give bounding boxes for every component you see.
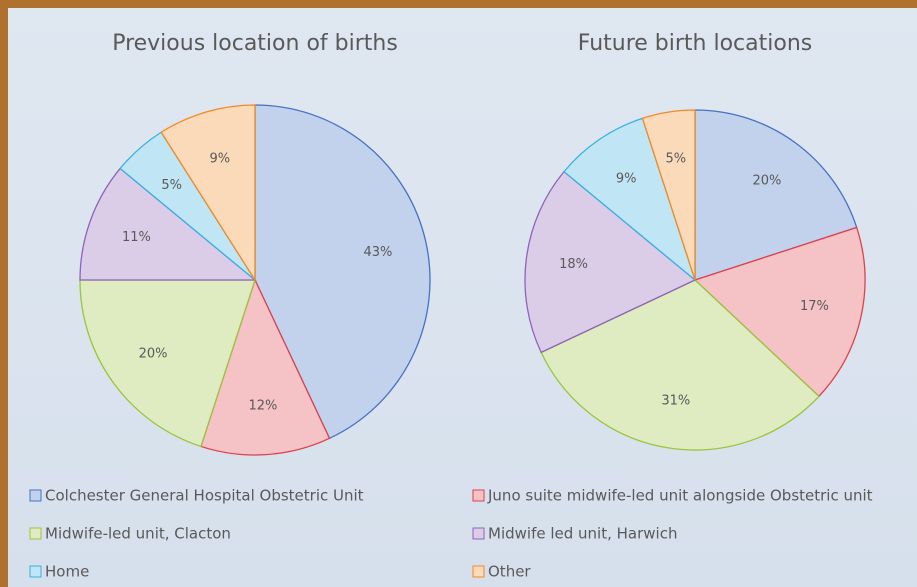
pie-slice [524, 170, 697, 354]
legend-marker [472, 527, 485, 540]
pie-slice [254, 104, 431, 440]
data-label: 9% [616, 171, 637, 186]
data-label: 43% [364, 245, 393, 260]
legend-label: Midwife led unit, Harwich [488, 525, 677, 543]
chart-title: Previous location of births [112, 31, 398, 56]
legend-label: Home [45, 563, 89, 581]
pie-slice [563, 117, 697, 282]
pie-slice [79, 167, 257, 281]
data-label: 18% [559, 257, 588, 272]
pie-slice [160, 104, 256, 283]
data-label: 20% [139, 347, 168, 362]
pie-slice [641, 109, 696, 281]
data-label: 11% [122, 230, 151, 245]
data-label: 31% [661, 393, 690, 408]
data-label: 5% [161, 178, 182, 193]
pie-slice [200, 278, 331, 456]
legend-label: Midwife-led unit, Clacton [45, 525, 231, 543]
legend-label: Colchester General Hospital Obstetric Un… [45, 487, 364, 505]
data-label: 12% [248, 398, 277, 413]
data-label: 17% [800, 299, 829, 314]
chart-title: Future birth locations [578, 31, 813, 56]
legend-marker [472, 489, 485, 502]
legend-marker [29, 489, 42, 502]
data-label: 9% [210, 152, 231, 167]
legend-label: Juno suite midwife-led unit alongside Ob… [487, 487, 873, 505]
legend-label: Other [488, 563, 531, 581]
legend-marker [472, 565, 485, 578]
legend-marker [29, 565, 42, 578]
data-label: 20% [752, 173, 781, 188]
pie-slice [694, 109, 858, 281]
pie-slice [79, 279, 256, 448]
charts: Previous location of births 43% 12% 20% 11% 5… [29, 31, 873, 581]
legend-marker [29, 527, 42, 540]
data-label: 5% [666, 152, 687, 167]
pie-slice [693, 226, 866, 398]
pie-slice [540, 279, 820, 451]
